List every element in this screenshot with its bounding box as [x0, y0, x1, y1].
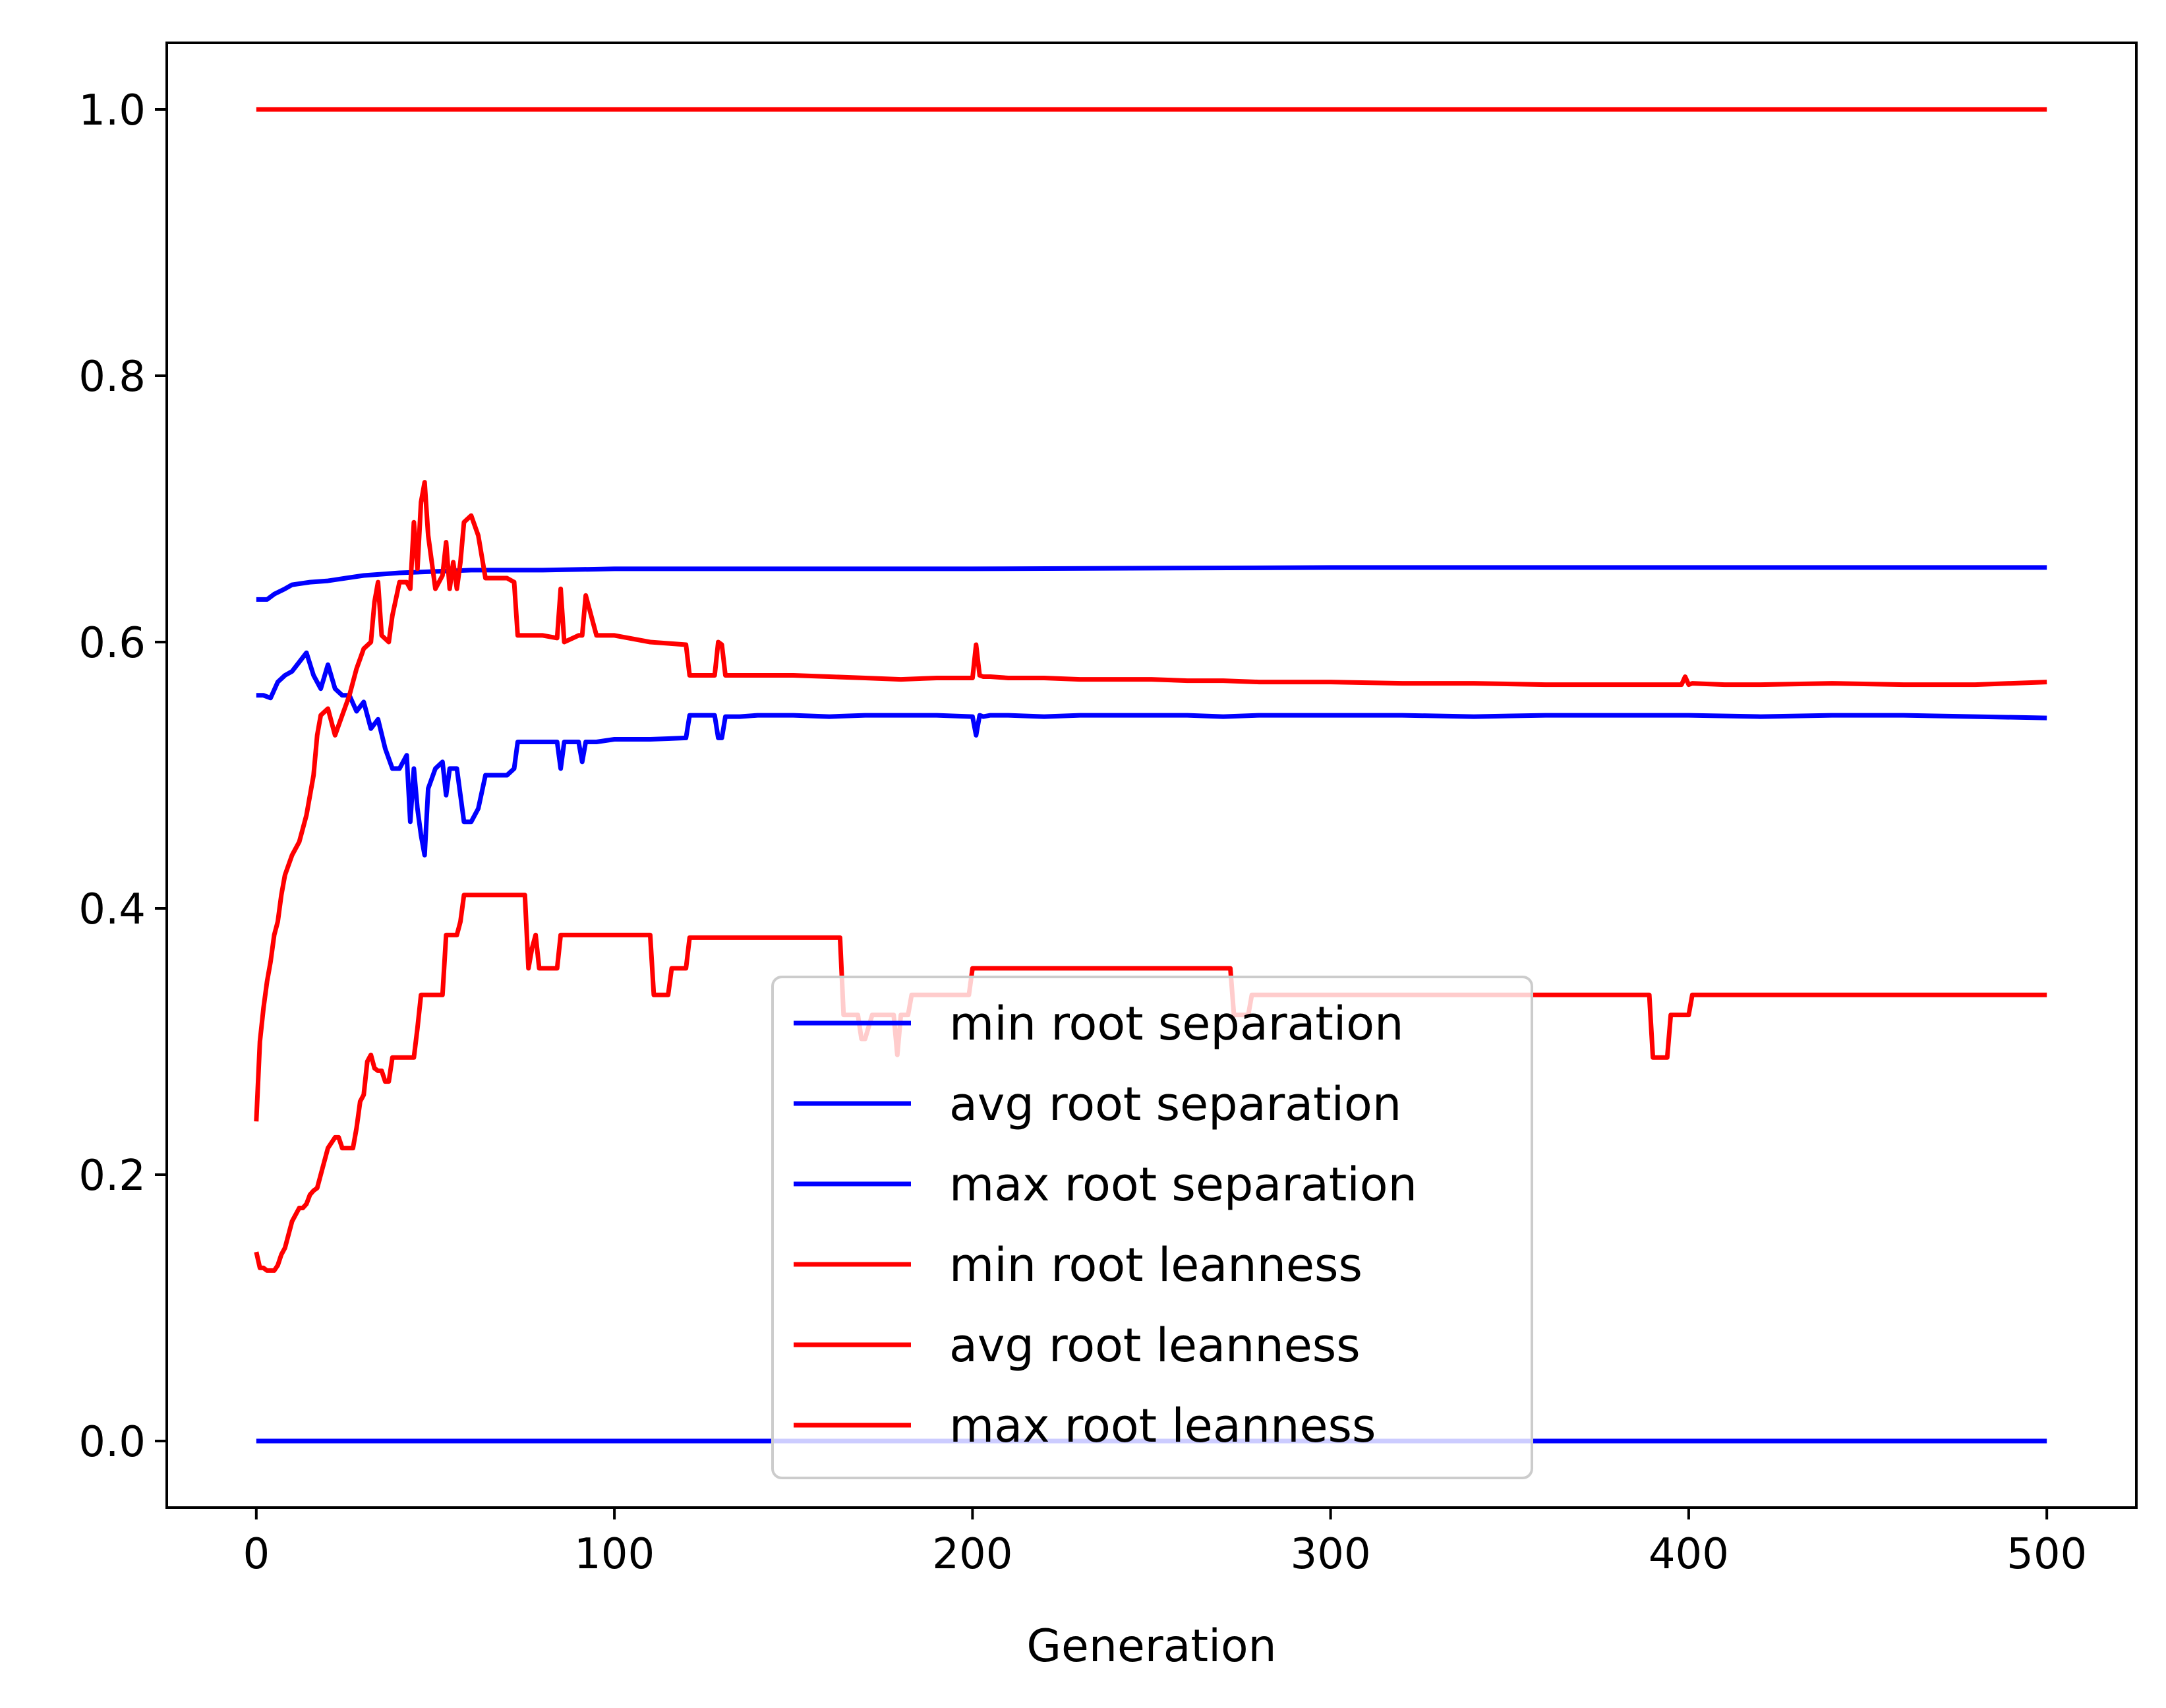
y-tick-label: 0.0	[78, 1418, 146, 1467]
y-tick-label: 0.4	[78, 885, 146, 934]
legend-entry-label: min root leanness	[949, 1238, 1362, 1292]
legend-entry-label: min root separation	[949, 997, 1403, 1051]
plot-frame	[165, 42, 2138, 1509]
y-tick-label: 0.8	[78, 353, 146, 401]
legend-entry-label: max root leanness	[949, 1399, 1376, 1453]
legend-entry-label: max root separation	[949, 1158, 1417, 1212]
x-axis-label: Generation	[1026, 1620, 1276, 1672]
series-line-2	[256, 565, 2047, 602]
legend-box	[771, 976, 1533, 1479]
x-tick-label: 300	[1291, 1530, 1371, 1579]
y-tick-label: 1.0	[78, 86, 146, 135]
x-tick-label: 500	[2006, 1530, 2087, 1579]
legend-entry-label: avg root leanness	[949, 1318, 1361, 1372]
x-tick-label: 200	[932, 1530, 1012, 1579]
series-line-1	[256, 650, 2047, 858]
legend-entry-label: avg root separation	[949, 1077, 1401, 1131]
legend: min root separation avg root separation ma…	[771, 976, 1533, 1479]
x-tick-label: 0	[243, 1530, 270, 1579]
y-tick-label: 0.6	[78, 619, 146, 668]
series-line-4	[254, 480, 2047, 1122]
y-tick-label: 0.2	[78, 1152, 146, 1200]
axis-ticks: 0 100 200 300 400 500 0.0 0.2 0.4 0.6 0.8 1.0	[78, 86, 2087, 1579]
x-tick-label: 400	[1649, 1530, 1729, 1579]
x-tick-label: 100	[574, 1530, 655, 1579]
